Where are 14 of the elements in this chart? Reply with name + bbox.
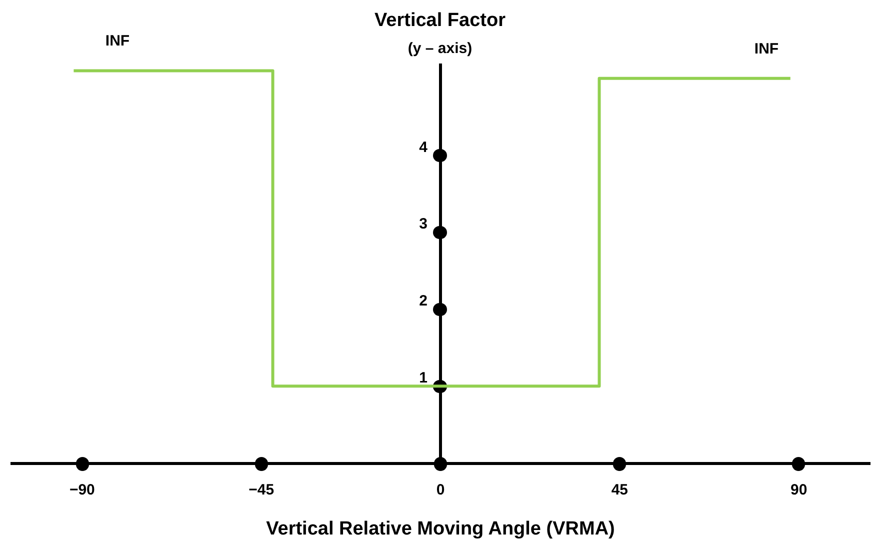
annotation: INF — [105, 32, 130, 50]
chart-title: Vertical Factor — [374, 10, 506, 31]
annotation: INF — [754, 40, 779, 58]
x-tick-label: 45 — [611, 482, 628, 498]
y-tick-label: 4 — [419, 138, 428, 156]
x-tick-label: −45 — [248, 482, 274, 498]
x-tick-label: 90 — [790, 482, 808, 498]
x-tick-label: −90 — [69, 482, 95, 498]
y-tick-label: 3 — [419, 216, 428, 233]
chart-subtitle: (y – axis) — [408, 40, 472, 57]
y-tick-label: 2 — [419, 292, 428, 310]
y-tick-label: 1 — [419, 370, 428, 387]
x-tick-label: 0 — [436, 482, 445, 498]
x-axis-title: Vertical Relative Moving Angle (VRMA) — [266, 518, 615, 540]
